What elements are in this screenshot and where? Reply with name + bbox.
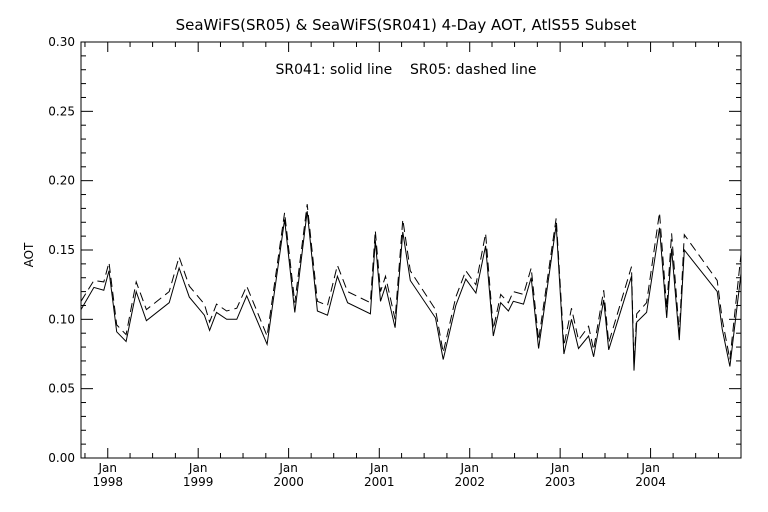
x-tick-month-label: Jan [459,461,479,475]
x-tick-year-label: 1999 [183,475,214,489]
x-axis: Jan1998Jan1999Jan2000Jan2001Jan2002Jan20… [84,42,719,489]
plot-frame [80,41,742,459]
y-tick-label: 0.00 [48,451,75,465]
x-tick-month-label: Jan [369,461,389,475]
series-line-sr05 [80,204,742,366]
y-tick-label: 0.05 [48,382,75,396]
x-tick-month-label: Jan [550,461,570,475]
y-tick-label: 0.15 [48,243,75,257]
x-tick-month-label: Jan [278,461,298,475]
y-tick-label: 0.30 [48,35,75,49]
x-tick-year-label: 1998 [92,475,123,489]
y-tick-label: 0.10 [48,312,75,326]
x-tick-month-label: Jan [640,461,660,475]
series-line-sr041 [80,211,742,371]
legend-annotation: SR041: solid line SR05: dashed line [276,62,537,78]
x-tick-year-label: 2004 [635,475,666,489]
y-tick-label: 0.20 [48,174,75,188]
y-tick-label: 0.25 [48,104,75,118]
y-axis-label: AOT [22,242,36,267]
series-layer [80,204,742,371]
x-tick-year-label: 2000 [273,475,304,489]
x-tick-month-label: Jan [98,461,118,475]
y-axis: 0.00 0.05 0.10 0.15 0.20 0.25 0.30 [48,35,741,465]
chart-title: SeaWiFS(SR05) & SeaWiFS(SR041) 4-Day AOT… [176,16,637,34]
x-tick-year-label: 2001 [364,475,395,489]
x-tick-year-label: 2002 [454,475,485,489]
x-tick-month-label: Jan [188,461,208,475]
x-tick-year-label: 2003 [545,475,576,489]
